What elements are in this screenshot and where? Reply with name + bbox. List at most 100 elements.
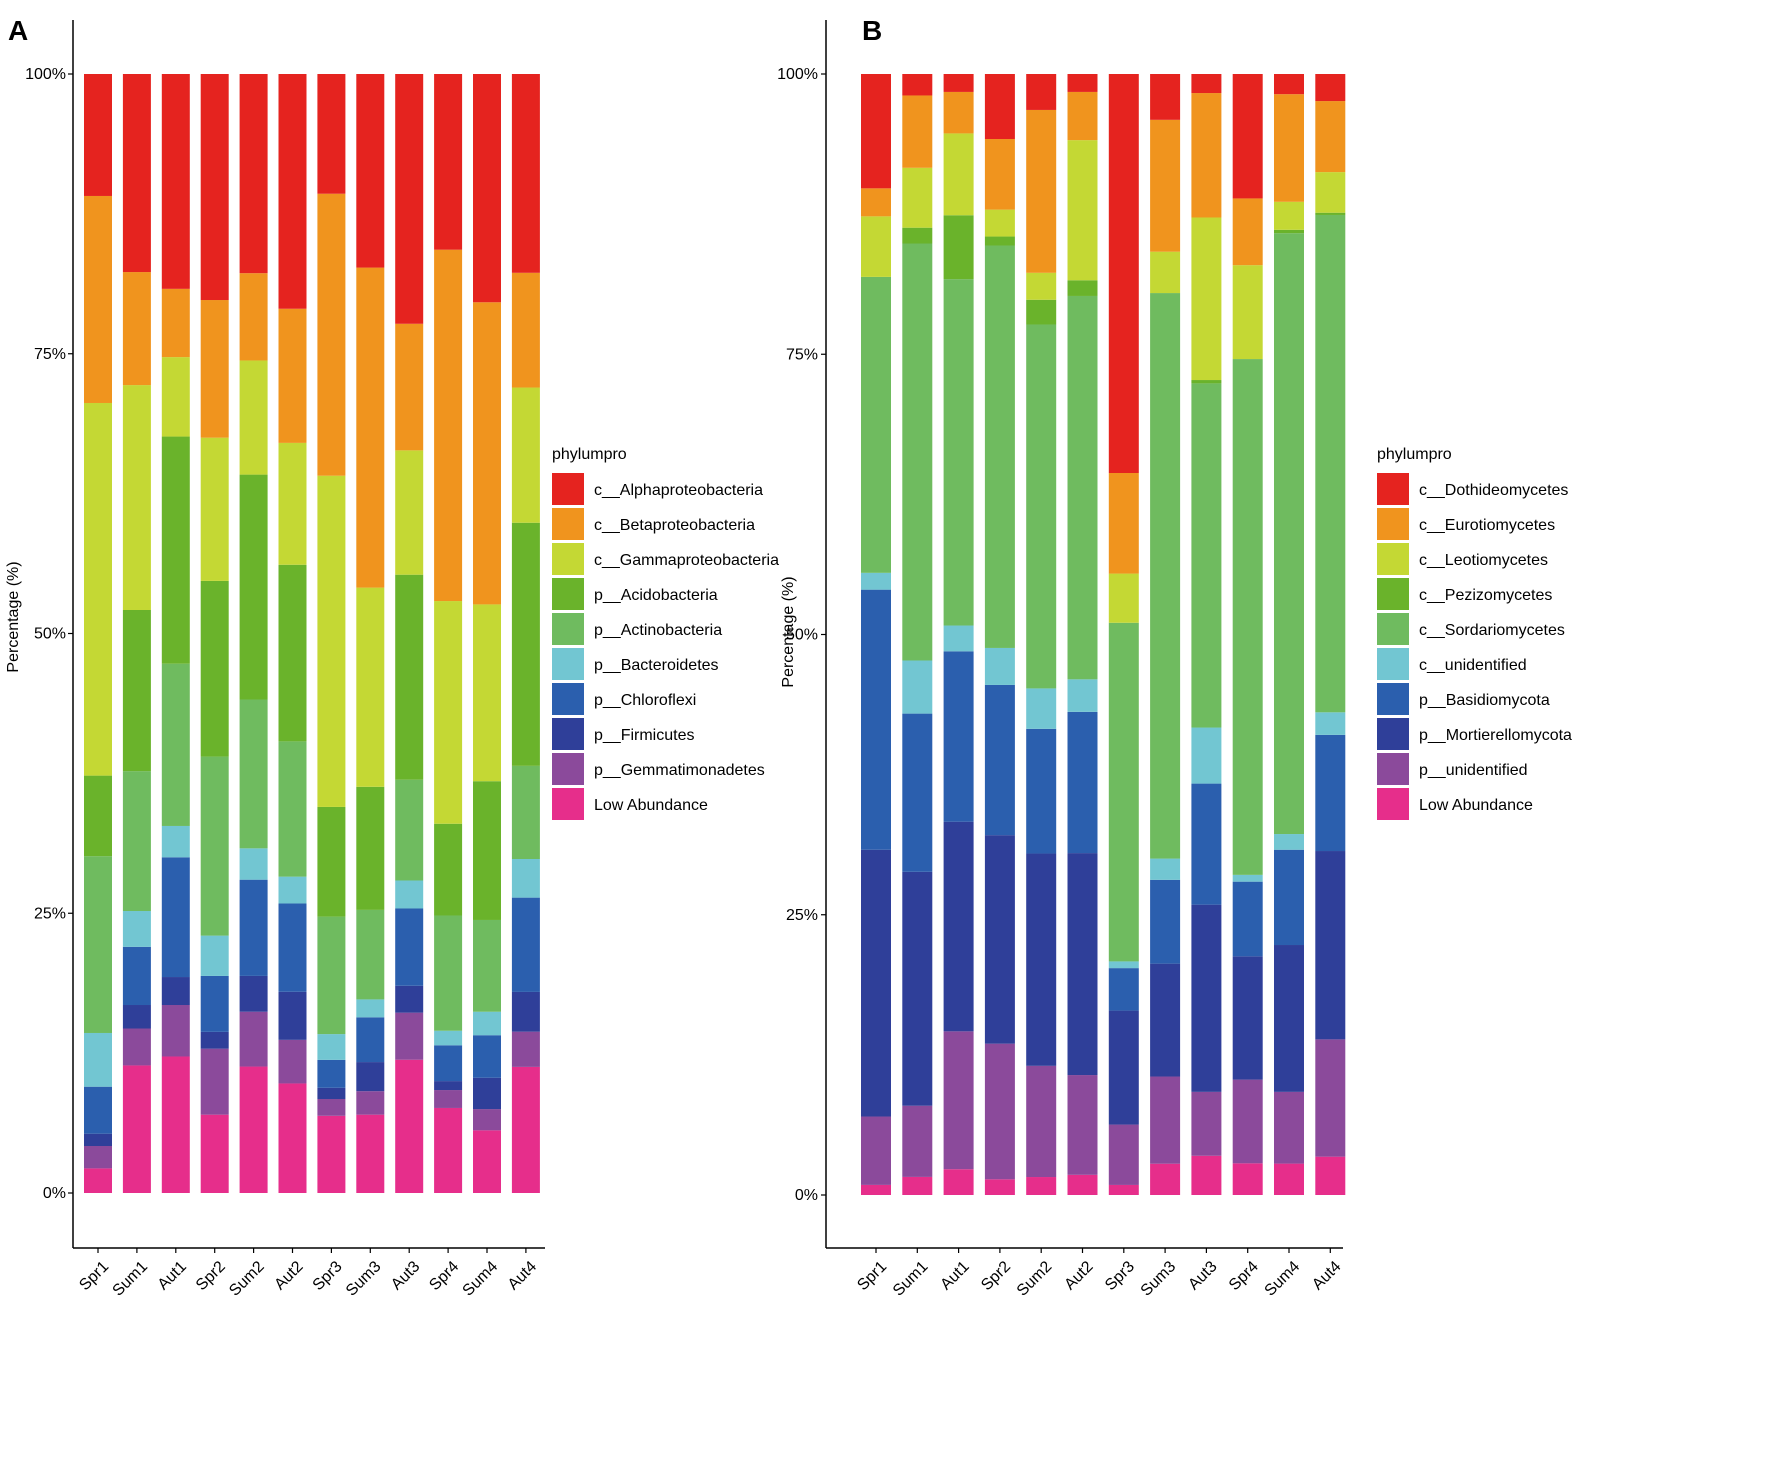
legend-swatch (552, 648, 584, 680)
bar-segment (1274, 1091, 1304, 1164)
bar-segment (239, 879, 268, 976)
bar-segment (239, 74, 268, 274)
panel-letter-b: B (862, 15, 882, 46)
bar-segment (200, 1031, 229, 1049)
bar-segment (511, 991, 540, 1032)
legend-label: c__Pezizomycetes (1419, 587, 1552, 604)
bar-segment (943, 279, 974, 626)
bar-segment (1026, 1177, 1057, 1195)
bar-segment (943, 1031, 974, 1170)
bar-segment (278, 564, 307, 742)
legend-swatch (1377, 578, 1409, 610)
bar-segment (122, 1028, 151, 1066)
legend-swatch (1377, 718, 1409, 750)
panel-b-chart: 0%25%50%75%100%Percentage (%)Spr1 Sum1 Aut… (777, 20, 1346, 1300)
bar-segment (1108, 1184, 1139, 1195)
bar-segment (1191, 1091, 1222, 1156)
bar-segment (200, 756, 229, 936)
panel-letter-a: A (8, 15, 28, 46)
x-tick-label: Aut4 (505, 1258, 540, 1293)
x-tick-label: Spr2 (978, 1258, 1014, 1294)
bar-segment (984, 236, 1015, 246)
bar-segment (984, 647, 1015, 685)
bar-segment (1150, 74, 1181, 120)
legend-label: c__Alphaproteobacteria (594, 482, 763, 499)
legend-label: c__Eurotiomycetes (1419, 517, 1555, 534)
bar-segment (161, 74, 190, 289)
bar-segment (200, 74, 229, 301)
bar-segment (434, 1081, 463, 1091)
legend-swatch (552, 683, 584, 715)
bar-segment (1150, 858, 1181, 880)
bar-segment (239, 699, 268, 849)
legend-label: p__Mortierellomycota (1419, 727, 1572, 744)
x-tick-label: Spr1 (76, 1258, 112, 1294)
bar-segment (395, 908, 424, 986)
y-tick-label: 0% (795, 1187, 818, 1204)
bar-segment (1026, 272, 1057, 300)
bar-segment (122, 74, 151, 273)
legend-label: p__unidentified (1419, 762, 1528, 779)
bar-segment (84, 1086, 112, 1134)
x-tick-label: Sum1 (110, 1258, 152, 1300)
bar-segment (511, 522, 540, 766)
bar-segment (1026, 1065, 1057, 1178)
bar-segment (200, 437, 229, 581)
bar-segment (984, 684, 1015, 836)
bar-segment (902, 660, 933, 714)
bar-segment (1067, 1174, 1098, 1195)
legend-swatch (552, 788, 584, 820)
bar-segment (1274, 834, 1304, 850)
bar-segment (943, 133, 974, 216)
bar-segment (395, 1012, 424, 1060)
bar-segment (1191, 383, 1222, 728)
bar-segment (122, 771, 151, 912)
bar-segment (356, 1114, 385, 1193)
bar-segment (1315, 712, 1346, 735)
bar-segment (1232, 881, 1263, 957)
bar-segment (1067, 853, 1098, 1076)
bar-segment (200, 935, 229, 976)
bar-segment (1150, 1163, 1181, 1195)
bar-segment (473, 1077, 501, 1110)
bar-segment (84, 1146, 112, 1169)
legend-swatch (1377, 648, 1409, 680)
bar-segment (122, 1005, 151, 1029)
bar-segment (356, 1017, 385, 1063)
bar-segment (1108, 74, 1139, 473)
x-tick-label: Sum1 (890, 1258, 932, 1300)
bar-segment (1315, 1156, 1346, 1195)
bar-segment (239, 273, 268, 361)
x-tick-label: Sum3 (343, 1258, 385, 1300)
bar-segment (1067, 711, 1098, 854)
bar-segment (473, 1130, 501, 1193)
bar-segment (1026, 74, 1057, 110)
bar-segment (861, 216, 891, 277)
bar-segment (1026, 299, 1057, 325)
x-tick-label: Spr4 (1226, 1258, 1262, 1294)
bar-segment (434, 915, 463, 1031)
bar-segment (1191, 93, 1222, 218)
bar-segment (1108, 968, 1139, 1011)
bar-segment (511, 1066, 540, 1193)
bar-segment (473, 781, 501, 920)
bar-segment (84, 74, 112, 196)
bar-segment (861, 74, 891, 189)
x-tick-label: Aut3 (1185, 1258, 1220, 1293)
bar-segment (434, 1030, 463, 1046)
bar-segment (1108, 573, 1139, 623)
bar-segment (1274, 233, 1304, 835)
legend-label: p__Basidiomycota (1419, 692, 1550, 709)
x-tick-label: Sum2 (1014, 1258, 1056, 1300)
bar-segment (278, 1039, 307, 1084)
y-axis-title: Percentage (%) (780, 576, 797, 687)
legend-swatch (552, 753, 584, 785)
x-tick-label: Sum2 (226, 1258, 268, 1300)
legend-label: c__Betaproteobacteria (594, 517, 755, 534)
bar-segment (84, 1168, 112, 1193)
x-tick-label: Aut1 (937, 1258, 972, 1293)
bar-segment (861, 589, 891, 850)
bar-segment (1232, 1163, 1263, 1195)
legend-label: p__Chloroflexi (594, 692, 696, 709)
